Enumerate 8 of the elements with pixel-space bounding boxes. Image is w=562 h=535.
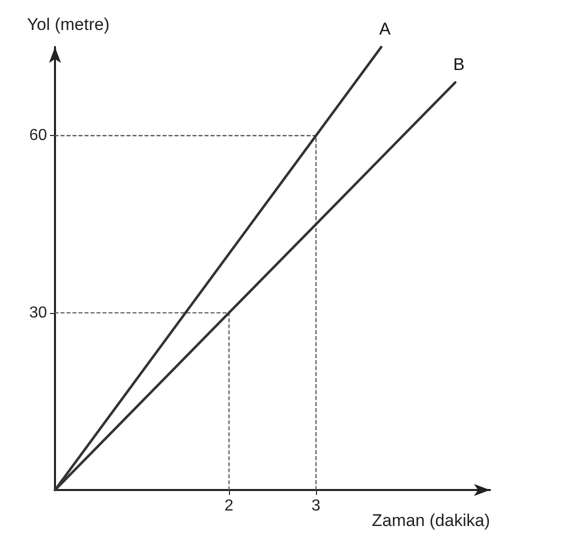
- y-axis-title: Yol (metre): [27, 15, 110, 34]
- x-tick-label: 2: [224, 498, 234, 514]
- series-label: B: [453, 54, 465, 74]
- x-axis-title: Zaman (dakika): [372, 511, 490, 530]
- x-tick-label: 3: [312, 498, 321, 514]
- y-tick-label: 60: [29, 127, 48, 144]
- y-tick-label: 30: [29, 304, 48, 322]
- series-label: A: [379, 20, 392, 38]
